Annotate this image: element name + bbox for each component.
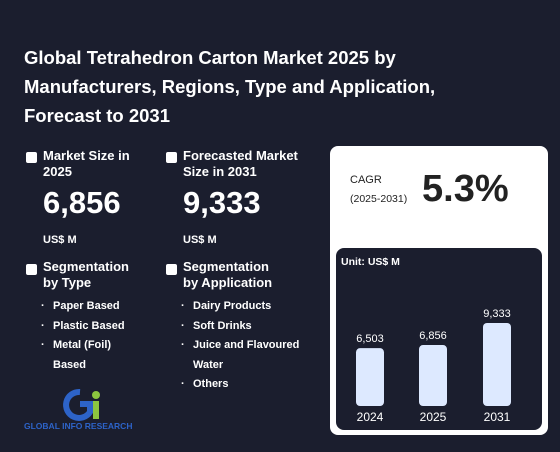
icon xyxy=(166,264,177,275)
logo-text: GLOBAL INFO RESEARCH xyxy=(24,421,133,431)
stat-label: Market Size in 2025 xyxy=(43,148,130,179)
segment-item: Others xyxy=(181,375,306,395)
icon xyxy=(26,152,37,163)
value-label: 9,333 xyxy=(483,308,511,320)
cagr-period: (2025-2031) xyxy=(350,193,408,205)
segment-item: Paper Based xyxy=(41,297,133,317)
stat-unit: US$ M xyxy=(43,234,77,246)
segment-item: Plastic Based xyxy=(41,317,133,337)
stat-value: 9,333 xyxy=(183,185,261,220)
bar-chart: 6,503 2024 6,856 2025 9,333 2031 xyxy=(356,308,511,424)
icon xyxy=(26,264,37,275)
segment-title: Segmentation by Type xyxy=(43,259,129,290)
cagr-value: 5.3% xyxy=(422,168,509,210)
chart-unit: Unit: US$ M xyxy=(341,256,400,268)
segment-item: Soft Drinks xyxy=(181,317,306,337)
value-label: 6,856 xyxy=(419,330,447,342)
x-tick-label: 2031 xyxy=(484,410,511,424)
stat-value: 6,856 xyxy=(43,185,121,220)
stat-unit: US$ M xyxy=(183,234,217,246)
bar xyxy=(356,348,384,406)
logo-mark xyxy=(63,388,100,421)
segment-item: Juice and Flavoured Water xyxy=(181,336,306,375)
x-tick-label: 2025 xyxy=(420,410,447,424)
segment-item: Metal (Foil) Based xyxy=(41,336,133,375)
segment-item: Dairy Products xyxy=(181,297,306,317)
bar xyxy=(419,345,447,406)
x-tick-label: 2024 xyxy=(357,410,384,424)
segment-title: Segmentation by Application xyxy=(183,259,273,290)
stat-label: Forecasted Market Size in 2031 xyxy=(183,148,298,179)
title: Global Tetrahedron Carton Market 2025 by… xyxy=(24,47,436,126)
cagr-label: CAGR xyxy=(350,174,382,186)
segment-list: Paper BasedPlastic BasedMetal (Foil) Bas… xyxy=(41,297,133,375)
icon xyxy=(166,152,177,163)
bar xyxy=(483,323,511,406)
segment-list: Dairy ProductsSoft DrinksJuice and Flavo… xyxy=(181,297,306,395)
value-label: 6,503 xyxy=(356,333,384,345)
